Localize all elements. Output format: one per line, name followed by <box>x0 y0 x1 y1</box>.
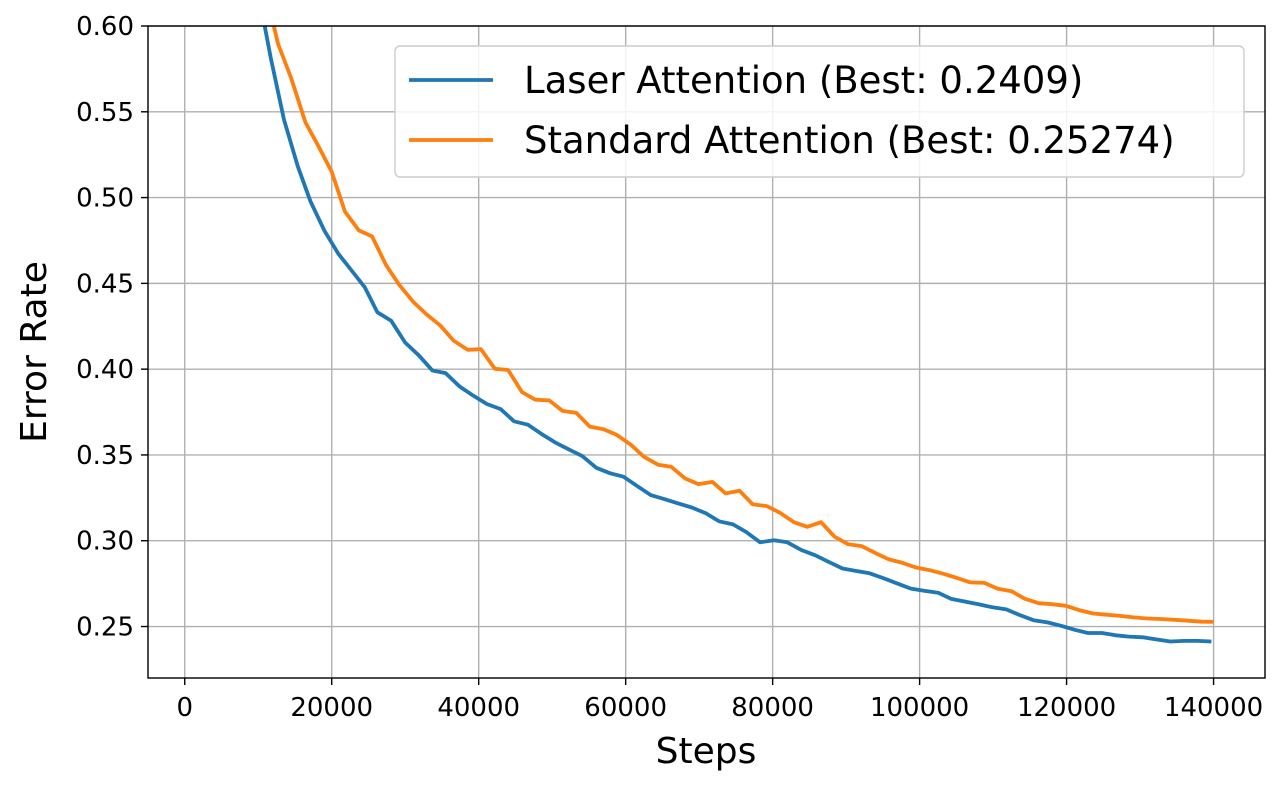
x-tick-label: 60000 <box>584 693 667 723</box>
y-tick-label: 0.60 <box>76 12 134 42</box>
x-tick-label: 20000 <box>290 693 373 723</box>
series-layer <box>262 26 1214 644</box>
x-tick-label: 120000 <box>1017 693 1116 723</box>
legend: Laser Attention (Best: 0.2409) Standard A… <box>394 45 1245 178</box>
y-tick-label: 0.25 <box>76 613 134 643</box>
y-axis-label: Error Rate <box>14 261 55 443</box>
x-axis-ticks: 0 20000 40000 60000 80000 100000 120000 140000 <box>176 678 1263 723</box>
legend-label-1: Laser Attention (Best: 0.2409) <box>524 59 1083 102</box>
x-tick-label: 0 <box>176 693 193 723</box>
y-tick-label: 0.35 <box>76 441 134 471</box>
y-tick-label: 0.50 <box>76 184 134 214</box>
y-tick-label: 0.30 <box>76 527 134 557</box>
x-tick-label: 40000 <box>437 693 520 723</box>
y-tick-label: 0.55 <box>76 98 134 128</box>
legend-box <box>394 45 1245 178</box>
x-axis-label: Steps <box>656 731 757 772</box>
y-tick-label: 0.45 <box>76 269 134 299</box>
x-tick-label: 80000 <box>731 693 814 723</box>
x-tick-label: 100000 <box>870 693 969 723</box>
series-line-1 <box>262 26 1212 644</box>
legend-label-2: Standard Attention (Best: 0.25274) <box>524 119 1175 162</box>
y-tick-label: 0.40 <box>76 355 134 385</box>
x-tick-label: 140000 <box>1164 693 1263 723</box>
series-line-2 <box>271 26 1214 624</box>
y-axis-ticks: 0.25 0.30 0.35 0.40 0.45 0.50 0.55 0.60 <box>76 12 148 643</box>
plot-frame <box>147 25 1266 679</box>
